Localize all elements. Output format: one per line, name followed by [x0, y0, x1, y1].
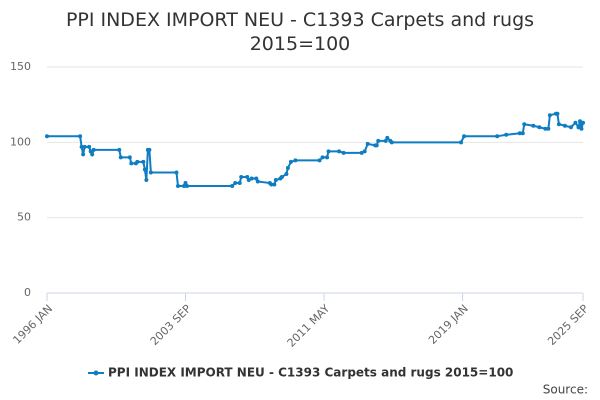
chart-title: PPI INDEX IMPORT NEU - C1393 Carpets and…: [65, 9, 535, 55]
data-point: [389, 140, 394, 145]
data-point: [273, 178, 278, 182]
x-tick-label: 2003 SEP: [148, 302, 194, 348]
data-point: [562, 123, 567, 128]
data-point: [82, 144, 87, 149]
data-point: [543, 126, 548, 131]
x-tick-label: 1996 JAN: [10, 302, 55, 347]
data-point: [279, 174, 284, 179]
data-point: [365, 141, 370, 146]
data-point: [385, 135, 390, 140]
data-point: [45, 134, 49, 139]
data-point: [504, 132, 509, 137]
data-point: [362, 149, 367, 154]
x-tick-label: 2019 JAN: [426, 302, 471, 347]
data-point: [87, 144, 92, 149]
data-point: [239, 174, 244, 179]
data-point: [459, 140, 464, 145]
data-point: [142, 167, 147, 172]
data-point: [79, 144, 84, 149]
data-point: [517, 131, 522, 136]
data-point: [233, 181, 238, 186]
y-tick-label: 150: [10, 60, 31, 73]
data-point: [284, 171, 289, 176]
data-point: [537, 125, 542, 130]
data-point: [245, 174, 250, 179]
x-tick-label: 2011 MAY: [285, 302, 333, 350]
data-point: [462, 134, 467, 139]
data-point: [326, 149, 331, 154]
data-point: [320, 155, 325, 160]
data-point: [117, 147, 122, 152]
data-point: [185, 184, 190, 189]
x-tick-label: 2025 SEP: [545, 302, 591, 348]
data-point: [118, 155, 123, 160]
data-point: [269, 182, 274, 187]
data-point: [144, 178, 149, 182]
legend-marker: [93, 370, 99, 376]
data-point: [547, 113, 552, 118]
data-point: [285, 165, 290, 170]
data-point: [254, 176, 259, 181]
data-point: [531, 123, 536, 128]
data-point: [175, 184, 180, 189]
data-point: [359, 150, 364, 155]
data-point: [127, 155, 132, 160]
data-point: [81, 152, 86, 157]
data-point: [246, 178, 251, 182]
data-point: [147, 147, 152, 152]
data-point: [581, 120, 585, 125]
data-point: [237, 181, 242, 186]
data-point: [579, 126, 584, 131]
data-point: [568, 125, 573, 130]
data-point: [129, 161, 134, 166]
data-point: [383, 138, 388, 143]
data-point: [556, 122, 561, 127]
data-point: [341, 150, 346, 155]
data-point: [182, 184, 187, 189]
data-point: [90, 152, 95, 157]
source-label: Source:: [543, 383, 588, 397]
data-point: [573, 120, 578, 125]
data-point: [546, 126, 551, 131]
data-point: [288, 159, 293, 164]
data-point: [148, 170, 153, 175]
data-point: [183, 181, 188, 186]
data-point: [230, 184, 235, 189]
data-point: [78, 134, 83, 139]
data-point: [135, 159, 140, 164]
data-point: [249, 176, 254, 181]
y-tick-label: 100: [10, 135, 31, 148]
data-point: [174, 170, 179, 175]
data-point: [577, 119, 582, 124]
data-point: [520, 131, 525, 136]
legend-label: PPI INDEX IMPORT NEU - C1393 Carpets and…: [108, 366, 513, 380]
data-point: [337, 149, 342, 154]
data-point: [293, 158, 298, 163]
y-tick-label: 0: [24, 286, 31, 299]
data-point: [255, 179, 260, 184]
y-tick-label: 50: [17, 211, 31, 224]
data-point: [522, 122, 527, 127]
data-point: [325, 155, 330, 160]
data-point: [88, 149, 93, 154]
data-point: [141, 159, 146, 164]
data-point: [91, 147, 96, 152]
data-line: [47, 112, 584, 188]
data-point: [374, 143, 379, 148]
data-point: [555, 111, 560, 116]
data-point: [495, 134, 500, 139]
data-point: [576, 125, 581, 130]
data-point: [272, 182, 277, 187]
data-point: [376, 138, 381, 143]
data-point: [317, 158, 322, 163]
